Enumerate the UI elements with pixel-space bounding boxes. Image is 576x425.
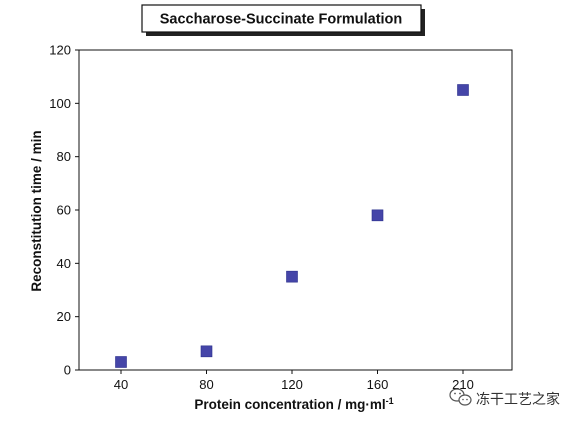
- title-box: [141, 4, 422, 33]
- x-axis-label-text: Protein concentration / mg·ml: [194, 397, 385, 412]
- x-axis: 40 80 120 160 210: [114, 370, 474, 392]
- watermark: 冻干工艺之家: [449, 388, 560, 408]
- data-point: [371, 209, 384, 222]
- x-tick-label: 120: [281, 377, 303, 392]
- y-tick-label: 60: [57, 203, 71, 218]
- chart-title: Saccharose-Succinate Formulation: [160, 12, 403, 28]
- wechat-icon: [449, 388, 472, 406]
- data-point: [115, 356, 127, 368]
- chart-title-group: Saccharose-Succinate Formulation: [141, 4, 425, 36]
- data-points: [115, 84, 469, 368]
- x-axis-label-superscript: -1: [386, 396, 394, 406]
- y-tick-label: 100: [49, 96, 71, 111]
- x-axis-label: Protein concentration / mg·ml-1: [194, 396, 393, 412]
- data-point: [286, 270, 298, 283]
- y-tick-label: 0: [64, 363, 71, 378]
- watermark-text: 冻干工艺之家: [476, 391, 560, 408]
- x-tick-label: 210: [452, 377, 474, 392]
- y-axis-label: Reconstitution time / min: [29, 130, 44, 291]
- y-tick-label: 20: [57, 309, 71, 324]
- y-tick-label: 40: [57, 256, 71, 271]
- y-tick-label: 120: [49, 43, 71, 58]
- x-tick-label: 160: [367, 377, 389, 392]
- data-point: [457, 84, 469, 96]
- y-axis: 0 20 40 60 80 100 120: [49, 43, 79, 378]
- x-tick-label: 40: [114, 377, 128, 392]
- plot-frame: [78, 49, 513, 371]
- y-tick-label: 80: [57, 149, 71, 164]
- data-point: [200, 345, 213, 358]
- x-tick-label: 80: [199, 377, 213, 392]
